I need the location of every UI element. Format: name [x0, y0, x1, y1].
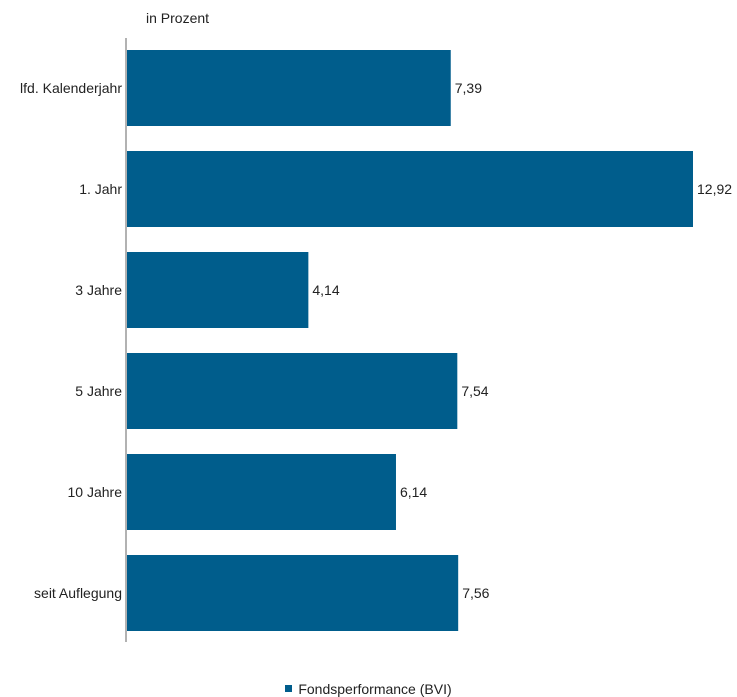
category-label-2: 3 Jahre: [75, 282, 122, 298]
bars-group: [127, 50, 693, 631]
bar-3: [127, 353, 458, 429]
value-label-2: 4,14: [312, 282, 339, 298]
bar-chart: lfd. Kalenderjahr 1. Jahr 3 Jahre 5 Jahre 10…: [20, 38, 732, 642]
bar-5: [127, 555, 459, 631]
category-labels-group: lfd. Kalenderjahr 1. Jahr 3 Jahre 5 Jahre 10…: [20, 80, 122, 601]
value-label-4: 6,14: [400, 484, 427, 500]
bar-1: [127, 151, 693, 227]
category-label-0: lfd. Kalenderjahr: [20, 80, 122, 96]
bar-2: [127, 252, 309, 328]
category-label-1: 1. Jahr: [79, 181, 122, 197]
bar-4: [127, 454, 396, 530]
category-label-4: 10 Jahre: [68, 484, 123, 500]
value-label-1: 12,92: [697, 181, 732, 197]
value-label-3: 7,54: [461, 383, 488, 399]
category-label-5: seit Auflegung: [34, 585, 122, 601]
value-label-0: 7,39: [455, 80, 482, 96]
category-label-3: 5 Jahre: [75, 383, 122, 399]
legend: Fondsperformance (BVI): [0, 679, 737, 697]
value-labels-group: 7,39 12,92 4,14 7,54 6,14 7,56: [312, 80, 732, 601]
value-label-5: 7,56: [462, 585, 489, 601]
legend-label: Fondsperformance (BVI): [298, 680, 452, 697]
legend-swatch: [285, 685, 293, 692]
bar-0: [127, 50, 451, 126]
unit-label: in Prozent: [146, 10, 210, 26]
